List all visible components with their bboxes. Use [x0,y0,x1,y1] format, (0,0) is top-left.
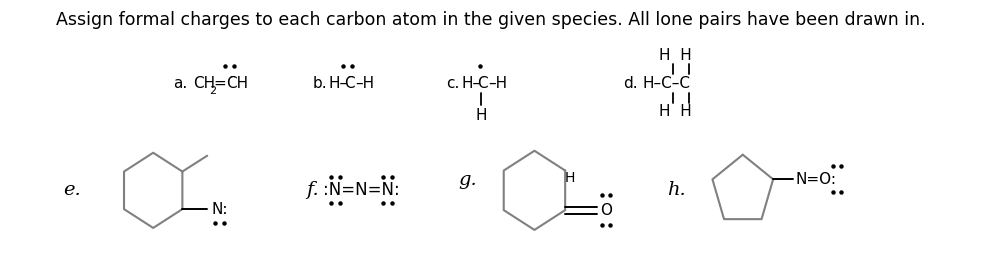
Text: C̈: C̈ [344,76,355,91]
Text: c.: c. [446,76,460,91]
Text: 2: 2 [209,86,216,96]
Text: N=O:: N=O: [795,172,837,187]
Text: e.: e. [63,181,81,199]
Text: Ċ: Ċ [477,76,487,91]
Text: O: O [600,203,612,217]
Text: C̈H: C̈H [226,76,248,91]
Text: h.: h. [667,181,685,199]
Text: –H: –H [355,76,374,91]
Text: H  H: H H [659,48,691,63]
Text: CH: CH [193,76,215,91]
Text: H–: H– [462,76,481,91]
Text: H: H [565,172,574,186]
Text: H: H [475,108,487,123]
Text: H  H: H H [659,104,691,119]
Text: g.: g. [459,171,477,189]
Text: –H: –H [488,76,508,91]
Text: :N=N=N:: :N=N=N: [323,181,400,199]
Text: H–: H– [329,76,348,91]
Text: b.: b. [313,76,327,91]
Text: =: = [213,76,226,91]
Text: N:: N: [211,202,228,217]
Text: H–C–C: H–C–C [642,76,690,91]
Text: d.: d. [624,76,637,91]
Text: a.: a. [174,76,188,91]
Text: f.: f. [306,181,319,199]
Text: Assign formal charges to each carbon atom in the given species. All lone pairs h: Assign formal charges to each carbon ato… [56,11,926,29]
